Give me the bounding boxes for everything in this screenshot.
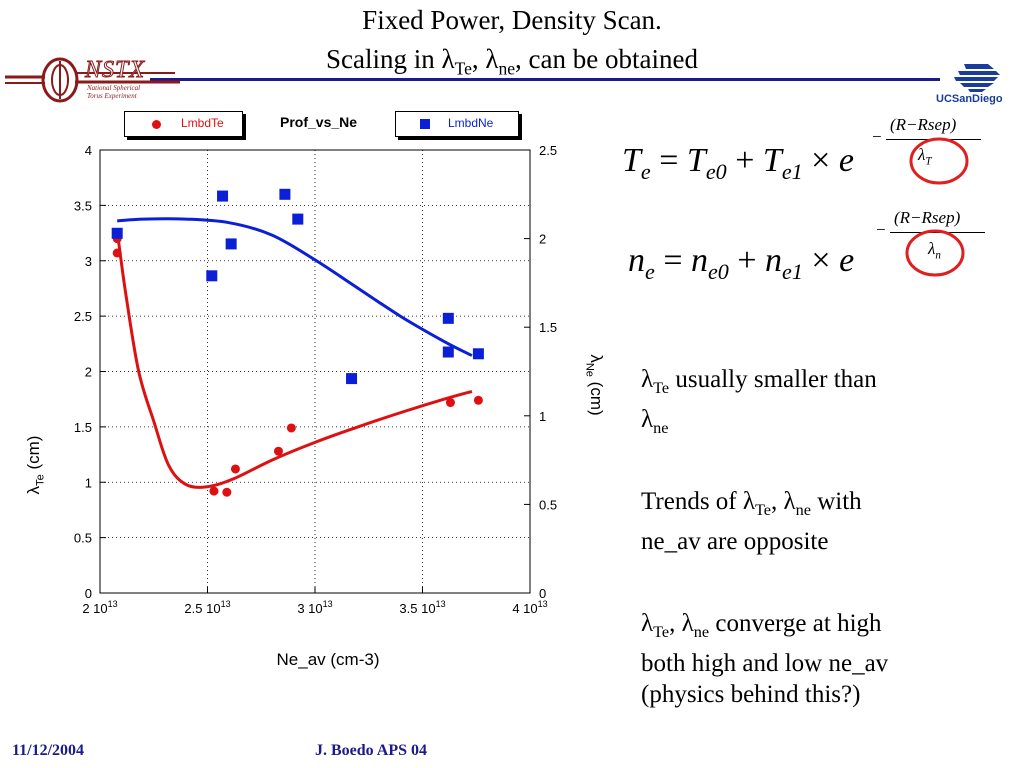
y-left-tick-label: 0 (85, 586, 92, 601)
bullet-2: Trends of λTe, λne with ne_av are opposit… (641, 488, 862, 555)
legend-lmbdne-label: LmbdNe (448, 116, 494, 130)
nstx-logo-graphic (5, 57, 180, 103)
y-right-axis-title: λNe (cm) (583, 354, 606, 416)
legend-lmbdte-label: LmbdTe (181, 116, 224, 130)
y-left-tick-label: 0.5 (74, 531, 92, 546)
highlight-circle-lambda-n (905, 229, 965, 277)
point-lmbdne (111, 227, 123, 239)
equation-ne: ne = ne0 + ne1 × e (628, 242, 855, 284)
y-left-tick-label: 3.5 (74, 198, 92, 213)
fit-curves (115, 217, 473, 489)
footer-date: 11/12/2004 (12, 742, 85, 759)
point-lmbdne (442, 346, 454, 358)
footer-author: J. Boedo APS 04 (315, 742, 428, 759)
y-right-tick-label: 0 (539, 586, 546, 601)
fit-curve-lmbdne (117, 217, 473, 357)
legend-lmbdte-marker (152, 120, 161, 129)
chart-title: Prof_vs_Ne (280, 114, 358, 130)
y-right-tick-label: 1 (539, 409, 546, 424)
point-lmbdte (209, 486, 219, 496)
x-tick-label: 4 1013 (512, 599, 547, 616)
point-lmbdne (279, 188, 291, 200)
fit-curve-lmbdte (115, 230, 473, 489)
x-tick-labels: 2 1013 2.5 1013 3 1013 3.5 1013 4 1013 (82, 587, 548, 616)
x-tick-label: 2 1013 (82, 599, 117, 616)
point-lmbdne (206, 270, 218, 282)
point-lmbdne (225, 238, 237, 250)
bullet-3: λTe, λne converge at high both high and l… (641, 610, 889, 708)
y-right-tick-label: 1.5 (539, 320, 557, 335)
y-left-tick-label: 1 (85, 475, 92, 490)
point-lmbdte (273, 446, 283, 456)
title-rule (150, 78, 940, 81)
data-points (111, 188, 484, 497)
nstx-logo-text: NSTX (84, 57, 146, 84)
y-right-tick-labels: 0 0.5 1 1.5 2 2.5 (524, 143, 557, 601)
y-left-tick-labels: 0 0.5 1 1.5 2 2.5 3 3.5 4 (74, 143, 106, 601)
y-left-tick-label: 1.5 (74, 420, 92, 435)
point-lmbdte (230, 464, 240, 474)
point-lmbdne (292, 213, 304, 225)
slide-title-line1: Fixed Power, Density Scan. (362, 5, 662, 35)
legend-lmbdte: LmbdTe (124, 111, 243, 137)
grid-lines (100, 150, 530, 593)
y-left-tick-label: 4 (85, 143, 92, 158)
point-lmbdne (217, 190, 229, 202)
x-tick-label: 3 1013 (297, 599, 332, 616)
ucsd-logo-graphic (954, 64, 1000, 92)
y-right-tick-label: 2.5 (539, 143, 557, 158)
y-right-tick-label: 2 (539, 232, 546, 247)
x-tick-label: 3.5 1013 (399, 599, 445, 616)
point-lmbdne (346, 373, 358, 385)
highlight-circle-lambda-t (909, 137, 969, 185)
chart-container: 2 1013 2.5 1013 3 1013 3.5 1013 4 1013 0 0.5 1… (0, 100, 620, 700)
point-lmbdte (222, 487, 232, 497)
point-lmbdte (473, 395, 483, 405)
x-tick-label: 2.5 1013 (184, 599, 230, 616)
nstx-logo: NSTX National Spherical Torus Experiment (5, 55, 180, 103)
point-lmbdte (445, 398, 455, 408)
nstx-logo-caption2: Torus Experiment (87, 92, 137, 100)
lambda-vs-density-chart: 2 1013 2.5 1013 3 1013 3.5 1013 4 1013 00.51… (74, 143, 557, 616)
legend-lmbdne: LmbdNe (395, 111, 519, 137)
y-left-tick-label: 2 (85, 365, 92, 380)
y-left-tick-label: 3 (85, 254, 92, 269)
slide-title-line2: Scaling in λTe, λne, can be obtained (326, 44, 698, 79)
point-lmbdte (112, 248, 122, 258)
y-right-tick-label: 0.5 (539, 497, 557, 512)
nstx-logo-caption1: National Spherical (87, 84, 141, 92)
bullet-1: λTe usually smaller than λne (641, 366, 877, 437)
equation-te: Te = Te0 + Te1 × e (622, 142, 854, 184)
point-lmbdne (442, 312, 454, 324)
point-lmbdne (472, 348, 484, 360)
point-lmbdte (286, 423, 296, 433)
x-axis-title: Ne_av (cm-3) (276, 650, 380, 669)
ucsd-logo-text: UCSanDiego (936, 93, 1003, 105)
ucsd-logo: UCSanDiego (936, 60, 1022, 108)
legend-lmbdne-marker (420, 119, 430, 129)
y-left-axis-title: λTe (cm) (24, 435, 47, 495)
y-left-tick-label: 2.5 (74, 309, 92, 324)
